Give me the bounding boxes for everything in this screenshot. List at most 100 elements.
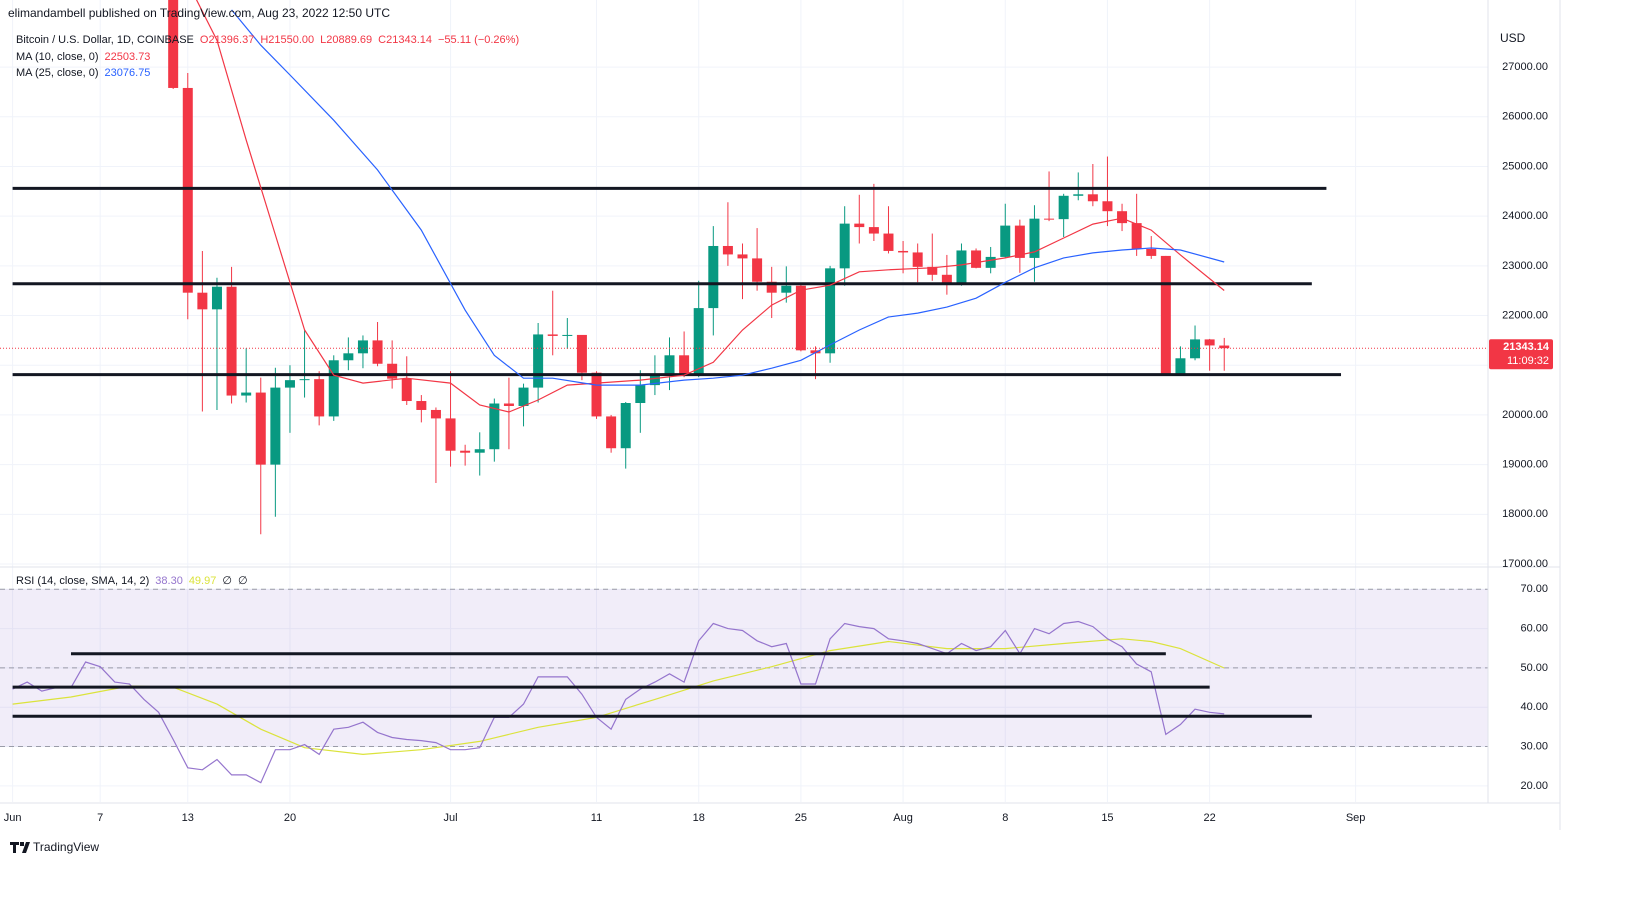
candle-body (430, 409, 441, 419)
candle-body (1000, 225, 1011, 257)
ma10-name: MA (10, close, 0) (16, 51, 99, 63)
footer-brand: TradingView (33, 840, 99, 854)
y-tick-label: 22000.00 (1502, 309, 1548, 321)
candle-body (956, 250, 967, 285)
candle-body (620, 403, 631, 449)
y-tick-label: 50.00 (1520, 662, 1548, 674)
candle-body (299, 379, 310, 381)
rsi-legend: RSI (14, close, SMA, 14, 2) 38.30 49.97 ∅ ∅ (16, 575, 248, 587)
candle-body (1014, 225, 1025, 258)
candle-body (474, 449, 485, 453)
candle-body (241, 392, 252, 396)
x-tick-label: 20 (284, 812, 296, 824)
candle-body (854, 223, 865, 228)
y-tick-label: 24000.00 (1502, 210, 1548, 222)
high-label: H21550.00 (260, 34, 314, 46)
rsi-sma-line (12, 638, 1225, 756)
candle-body (781, 285, 792, 293)
y-tick-label: 60.00 (1520, 622, 1548, 634)
candle-body (1204, 339, 1215, 346)
last-price: 21343.14 11:09:32 (1489, 339, 1553, 370)
candle-body (372, 340, 383, 364)
symbol-title: Bitcoin / U.S. Dollar, 1D, COINBASE (16, 34, 194, 46)
y-tick-label: 19000.00 (1502, 459, 1548, 471)
x-tick-label: 8 (1002, 812, 1008, 824)
candle-body (416, 401, 427, 410)
candle-body (314, 379, 325, 417)
candle-body (1102, 201, 1113, 212)
candle-body (766, 281, 777, 293)
candle-body (664, 355, 675, 374)
candle-body (795, 285, 806, 351)
candle-body (868, 227, 879, 234)
y-tick-label: 18000.00 (1502, 508, 1548, 520)
x-tick-label: Jun (4, 812, 22, 824)
moving-average (231, 9, 1225, 386)
candle-body (357, 340, 368, 354)
y-tick-label: 20.00 (1520, 780, 1548, 792)
ma25-legend: MA (25, close, 0) 23076.75 (16, 67, 150, 79)
close-label: C21343.14 (378, 34, 432, 46)
rsi-line (12, 620, 1225, 784)
candle-body (547, 334, 558, 336)
candle-body (883, 233, 894, 251)
moving-average (195, 0, 1225, 413)
candle-body (1117, 211, 1128, 224)
candle-body (518, 387, 529, 406)
candle-body (927, 266, 938, 275)
candle-body (182, 87, 193, 293)
y-tick-label: 23000.00 (1502, 260, 1548, 272)
rsi-extra: ∅ (222, 575, 232, 587)
candle-body (679, 355, 690, 376)
last-price-box (1489, 339, 1553, 370)
x-tick-label: 18 (693, 812, 705, 824)
candle-body (1131, 223, 1142, 249)
candle-body (708, 245, 719, 309)
logo (10, 842, 30, 853)
y-tick-label: 40.00 (1520, 701, 1548, 713)
x-tick-label: 15 (1101, 812, 1113, 824)
footer: TradingView (10, 840, 99, 854)
candle-body (737, 254, 748, 259)
currency: USD (1500, 31, 1526, 45)
y-tick-label: 27000.00 (1502, 61, 1548, 73)
ma10-legend: MA (10, close, 0) 22503.73 (16, 51, 150, 63)
publisher: elimandambell published on TradingView.c… (8, 6, 390, 20)
y-tick-label: 30.00 (1520, 740, 1548, 752)
candle-body (1073, 194, 1084, 196)
candle-body (825, 268, 836, 354)
rsi-extra: ∅ (238, 575, 248, 587)
candle-body (752, 258, 763, 282)
x-tick-label: 25 (795, 812, 807, 824)
ma10-value: 22503.73 (105, 51, 151, 63)
candle-body (211, 286, 222, 310)
candle-body (591, 372, 602, 417)
candle-body (1146, 248, 1157, 256)
candle-body (722, 245, 733, 255)
rsi-value: 38.30 (155, 575, 183, 587)
rsi-title: RSI (14, close, SMA, 14, 2) (16, 575, 149, 587)
candle-body (1058, 195, 1069, 220)
price-pane (0, 0, 1488, 535)
candle-body (503, 403, 514, 406)
candle-body (985, 256, 996, 268)
candle-body (1160, 255, 1171, 374)
x-tick-label: 7 (97, 812, 103, 824)
rsi-sma-value: 49.97 (189, 575, 217, 587)
open-label: O21396.37 (200, 34, 254, 46)
countdown-label: 11:09:32 (1507, 355, 1549, 367)
candle-body (898, 250, 909, 253)
candle-body (401, 378, 412, 402)
candle-body (912, 252, 923, 267)
candle-body (1044, 218, 1055, 220)
candle-body (284, 380, 295, 388)
candle-body (1190, 339, 1201, 359)
ma25-value: 23076.75 (105, 67, 151, 79)
x-tick-label: Sep (1346, 812, 1366, 824)
candle-body (839, 223, 850, 269)
candle-body (941, 274, 952, 285)
candle-body (606, 416, 617, 449)
symbol-legend: Bitcoin / U.S. Dollar, 1D, COINBASE O2139… (16, 34, 519, 46)
x-tick-label: Aug (893, 812, 913, 824)
